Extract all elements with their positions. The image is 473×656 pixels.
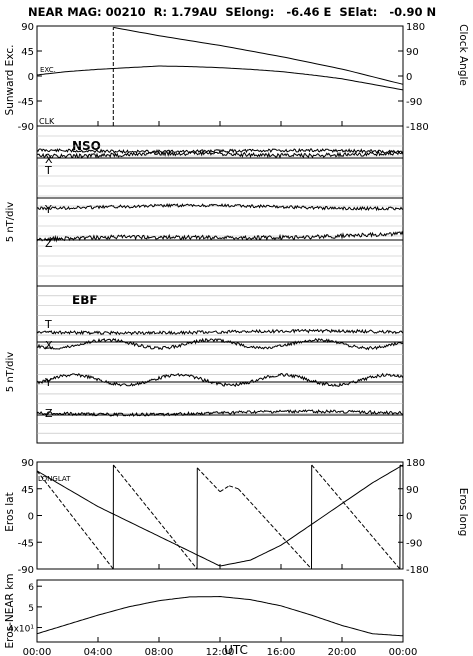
clk-annotation: CLK (39, 117, 55, 126)
eros-long-segment (219, 485, 230, 493)
eros-lat-ticks: 90 45 0 -45 -90 (18, 458, 42, 576)
eros-long-segment (229, 485, 239, 490)
panel-distance (36, 579, 404, 643)
x-tick-label: 12:00 (206, 647, 235, 656)
x-axis-ticks: 00:00 04:00 08:00 12:00 16:00 20:00 00:00 (23, 121, 418, 656)
ebf-component-label-y: Y (44, 376, 52, 389)
eros-long-tick-label: 180 (406, 458, 425, 469)
clock-tick-label: 0 (406, 72, 412, 83)
eros-lat-ylabel: Eros lat (4, 492, 16, 531)
x-tick-label: 04:00 (84, 647, 113, 656)
eros-long-segment (237, 488, 312, 570)
ebf-component-label-z: Z (45, 407, 53, 420)
eros-long-segment (196, 467, 221, 493)
eros-lat-tick-label: 45 (21, 485, 34, 496)
ebf-trace-x (36, 337, 404, 351)
eros-long-ylabel: Eros long (457, 488, 469, 537)
eros-long-ticks: 180 90 0 -90 -180 (398, 458, 429, 576)
nso-trace-x (37, 150, 404, 159)
clock-right-ticks: 180 90 0 -90 -180 (398, 22, 429, 133)
eros-long-tick-label: 0 (406, 512, 412, 523)
ebf-ylabel: 5 nT/div (5, 352, 16, 392)
nso-component-label-y: Y (44, 203, 52, 216)
plot-title: NEAR MAG: 00210 R: 1.79AU SElong: -6.46 … (28, 5, 436, 19)
x-tick-label: 16:00 (267, 647, 296, 656)
x-tick-label: 00:00 (389, 647, 418, 656)
eros-long-tick-label: -180 (406, 565, 429, 576)
sunward-tick-label: 45 (21, 47, 34, 58)
x-tick-label: 08:00 (145, 647, 174, 656)
distance-tick-label: 4x10¹ (8, 625, 35, 635)
sunward-tick-label: 0 (28, 72, 34, 83)
eros-lat-tick-label: -45 (18, 538, 34, 549)
clock-tick-label: 90 (406, 47, 419, 58)
sunward-ylabel: Sunward Exc. (4, 45, 16, 116)
clock-angle-ylabel: Clock Angle (457, 24, 469, 86)
nso-ylabel: 5 nT/div (5, 202, 16, 242)
clock-tick-label: -90 (406, 97, 422, 108)
ebf-trace-y (36, 372, 404, 387)
eros-long-segment (311, 464, 401, 570)
eros-long-tick-label: 90 (406, 485, 419, 496)
clock-tick-label: 180 (406, 22, 425, 33)
x-tick-label: 00:00 (23, 647, 52, 656)
sunward-tick-label: -90 (18, 122, 34, 133)
nso-grid (37, 135, 403, 277)
eros-lat-tick-label: -90 (18, 565, 34, 576)
clock-tick-label: -180 (406, 122, 429, 133)
nso-component-label-x: X (45, 153, 53, 166)
ebf-label: EBF (72, 293, 98, 307)
ebf-traces: TX Y Z (36, 318, 404, 420)
eros-lat-line (36, 464, 404, 567)
ebf-grid (37, 295, 403, 434)
sunward-series (36, 26, 404, 127)
ebf-trace-z (36, 409, 404, 418)
distance-line (36, 595, 404, 637)
x-axis-label: UTC (224, 643, 248, 656)
eros-series (36, 464, 404, 570)
ebf-component-label-t: T (44, 318, 52, 331)
distance-ticks: 6 5 4x10¹ (8, 583, 42, 635)
distance-tick-label: 6 (28, 583, 34, 593)
eros-long-segment (399, 464, 404, 467)
nso-component-label-t: T (44, 164, 52, 177)
sunward-tick-label: -45 (18, 97, 34, 108)
clk-series-line (113, 26, 404, 85)
distance-tick-label: 5 (28, 604, 34, 614)
ebf-component-label-x: X (45, 339, 53, 352)
eros-long-tick-label: -90 (406, 538, 422, 549)
nso-component-label-z: Z (45, 237, 53, 250)
exc-series-line (36, 65, 404, 91)
eros-lat-tick-label: 0 (28, 512, 34, 523)
nso-trace-z (36, 230, 404, 243)
x-tick-label: 20:00 (328, 647, 357, 656)
distance-series (36, 595, 404, 637)
eros-long-segment (113, 464, 198, 570)
eros-lat-tick-label: 90 (21, 458, 34, 469)
longlat-annotation: LONGLAT (38, 475, 71, 483)
eros-long-segment (36, 470, 114, 570)
panel-sunward (36, 25, 404, 127)
panel-eros (36, 461, 404, 570)
ebf-trace-t (36, 328, 404, 336)
distance-ylabel: Eros-NEAR km (4, 573, 16, 648)
nso-traces: TX Y Z (36, 147, 404, 250)
sunward-tick-label: 90 (21, 22, 34, 33)
exc-annotation: EXC. (40, 66, 56, 74)
nso-trace-y (36, 203, 404, 212)
